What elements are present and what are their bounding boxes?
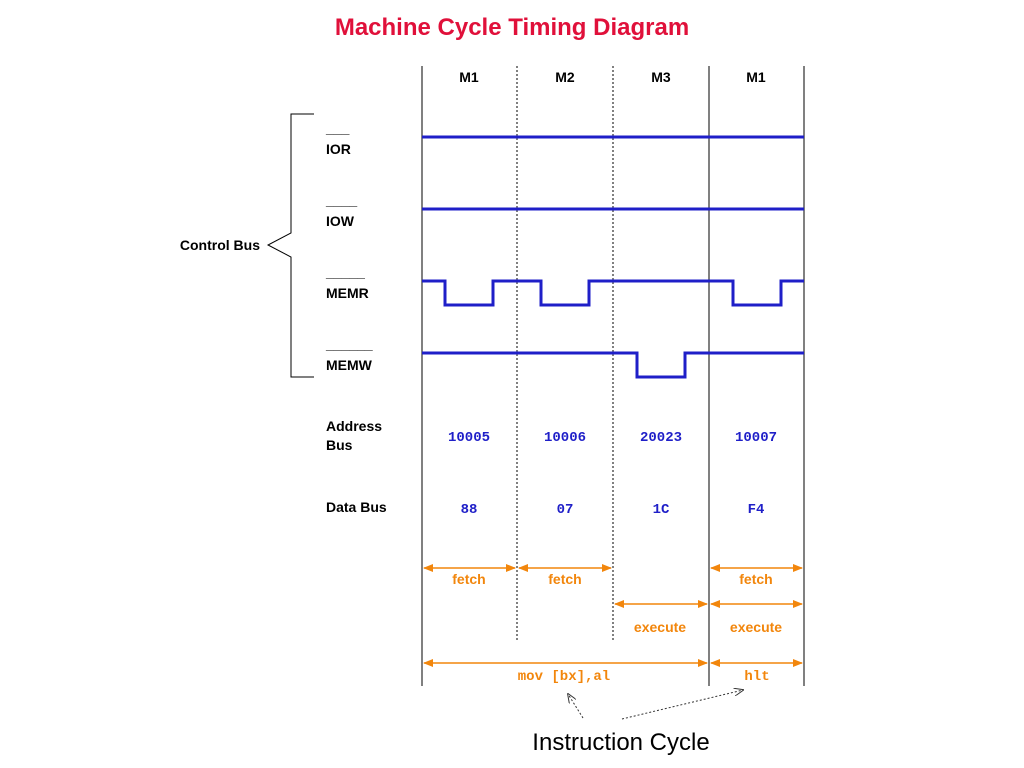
data-bus-label: Data Bus [326,499,387,515]
execute-label: execute [730,619,782,635]
data-value: 1C [653,502,670,518]
address-value: 10006 [544,430,586,446]
fetch-label: fetch [548,571,581,587]
fetch-label: fetch [452,571,485,587]
memw-waveform [422,351,804,379]
signal-overbar: ___ [325,120,350,136]
pointer-arrow [568,694,584,719]
column-header: M2 [555,69,575,85]
column-header: M1 [746,69,766,85]
address-bus-label: Bus [326,437,353,453]
instruction-label: mov [bx],al [518,669,610,685]
signal-label-memw: MEMW [326,357,373,373]
pointer-arrow [621,690,743,720]
signal-label-ior: IOR [326,141,351,157]
address-value: 10005 [448,430,490,446]
memr-waveform [422,279,804,307]
instruction-cycle-label: Instruction Cycle [532,729,709,756]
execute-label: execute [634,619,686,635]
data-value: F4 [748,502,765,518]
fetch-label: fetch [739,571,772,587]
signal-overbar: ____ [325,192,357,208]
column-header: M3 [651,69,671,85]
address-value: 20023 [640,430,682,446]
control-bus-label: Control Bus [180,237,260,253]
signal-overbar: _____ [325,264,365,280]
data-value: 88 [461,502,478,518]
instruction-label: hlt [744,669,769,685]
signal-label-memr: MEMR [326,285,369,301]
data-value: 07 [557,502,574,518]
signal-overbar: ______ [325,336,373,352]
address-value: 10007 [735,430,777,446]
page-title: Machine Cycle Timing Diagram [334,14,690,41]
signal-label-iow: IOW [326,213,355,229]
control-bus-brace [266,113,314,378]
address-bus-label: Address [326,418,382,434]
column-header: M1 [459,69,479,85]
